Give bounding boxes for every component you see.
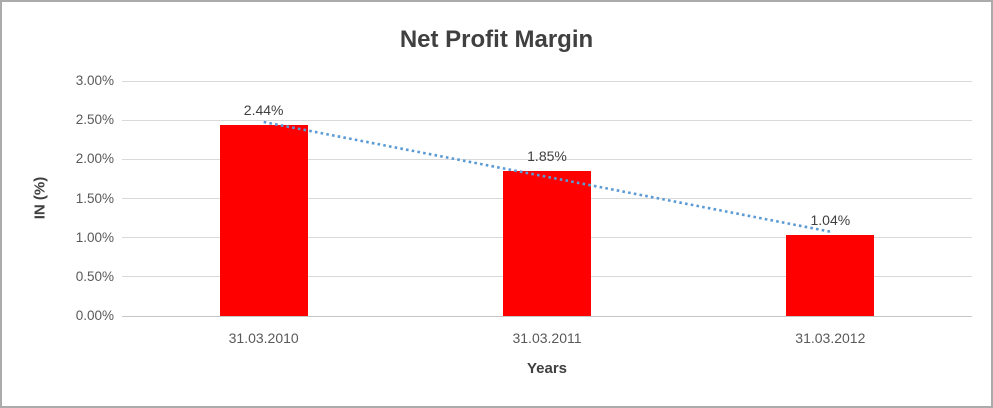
data-label: 2.44% bbox=[243, 101, 284, 118]
y-tick-label: 2.00% bbox=[75, 151, 114, 167]
y-tick-label: 0.50% bbox=[75, 268, 114, 284]
chart-title: Net Profit Margin bbox=[399, 26, 594, 53]
x-axis-line bbox=[122, 315, 972, 317]
plot-area: 2.44% 1.85% 1.04% bbox=[122, 80, 972, 317]
x-tick-label: 31.03.2011 bbox=[512, 330, 582, 346]
y-gridline bbox=[122, 119, 972, 121]
bar-31.03.2011 bbox=[503, 171, 591, 316]
y-tick-label: 2.50% bbox=[75, 112, 114, 128]
data-label: 1.04% bbox=[810, 211, 851, 228]
y-tick-label: 1.50% bbox=[75, 190, 114, 206]
data-label: 1.85% bbox=[527, 148, 567, 165]
bar-31.03.2012 bbox=[786, 234, 875, 316]
x-tick-label: 31.03.2012 bbox=[795, 330, 866, 346]
y-tick-label: 0.00% bbox=[75, 308, 114, 323]
x-axis-title: Years bbox=[526, 360, 568, 377]
y-gridline bbox=[122, 80, 972, 82]
x-tick-label: 31.03.2010 bbox=[228, 330, 299, 346]
y-tick-label: 3.00% bbox=[75, 73, 114, 88]
y-gridline bbox=[122, 158, 972, 160]
bar-31.03.2010 bbox=[219, 124, 308, 316]
y-tick-label: 1.00% bbox=[75, 229, 114, 245]
